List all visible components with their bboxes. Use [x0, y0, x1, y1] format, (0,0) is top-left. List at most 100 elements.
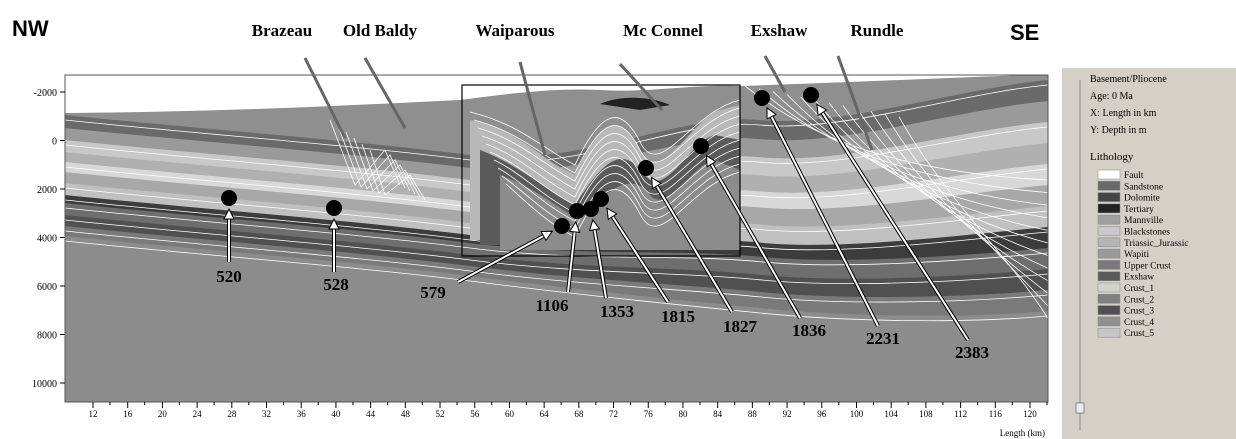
- well-label: 1836: [792, 321, 826, 340]
- page: NW SE -2000 0 2000 4000 6000 8000 10000 12 16 20 2…: [0, 0, 1236, 439]
- legend-info: Y: Depth in m: [1090, 125, 1147, 136]
- x-tick-label: 52: [436, 409, 445, 419]
- x-tick-label: 64: [540, 409, 550, 419]
- well-label: 2383: [955, 343, 989, 362]
- formation-label: Old Baldy: [343, 21, 418, 40]
- well-label: 1827: [723, 317, 758, 336]
- well-marker: [593, 191, 609, 207]
- legend-label: Sandstone: [1124, 182, 1163, 192]
- well-marker: [638, 160, 654, 176]
- x-tick-label: 20: [158, 409, 168, 419]
- legend-label: Blackstones: [1124, 228, 1170, 238]
- x-tick-label: 76: [644, 409, 654, 419]
- legend-swatch: [1098, 294, 1120, 303]
- formation-label: Mc Connel: [623, 21, 703, 40]
- legend-label: Upper Crust: [1124, 261, 1171, 271]
- x-tick-label: 84: [713, 409, 723, 419]
- legend-label: Tertiary: [1124, 205, 1154, 215]
- legend-info: X: Length in km: [1090, 108, 1157, 119]
- x-tick-label: 112: [954, 409, 967, 419]
- legend-label: Crust_2: [1124, 295, 1154, 305]
- legend-swatch: [1098, 328, 1120, 337]
- legend-label: Wapiti: [1124, 250, 1149, 260]
- y-tick-label: 2000: [37, 185, 57, 196]
- x-axis-label: Length (km): [1000, 428, 1045, 438]
- x-tick-label: 92: [783, 409, 792, 419]
- formation-label: Brazeau: [252, 21, 312, 40]
- well-label: 1815: [661, 307, 695, 326]
- direction-se: SE: [1010, 20, 1039, 45]
- x-tick-label: 12: [89, 409, 98, 419]
- legend-label: Triassic_Jurassic: [1124, 239, 1189, 249]
- x-tick-label: 108: [919, 409, 933, 419]
- legend-label: Crust_1: [1124, 284, 1154, 294]
- legend-label: Crust_5: [1124, 329, 1154, 339]
- x-tick-label: 116: [989, 409, 1003, 419]
- formation-label: Waiparous: [475, 21, 554, 40]
- legend-swatch: [1098, 204, 1120, 213]
- y-tick-label: 10000: [32, 379, 57, 390]
- formation-label: Rundle: [851, 21, 904, 40]
- legend-label: Dolomite: [1124, 194, 1160, 204]
- y-tick-label: 8000: [37, 331, 57, 342]
- y-tick-label: 4000: [37, 234, 57, 245]
- x-tick-label: 120: [1023, 409, 1037, 419]
- legend-label: Crust_3: [1124, 307, 1154, 317]
- x-tick-label: 100: [850, 409, 864, 419]
- well-label: 1106: [535, 296, 568, 315]
- well-marker: [693, 138, 709, 154]
- well-marker: [569, 203, 585, 219]
- legend-label: Mannville: [1124, 216, 1163, 226]
- legend-swatch: [1098, 249, 1120, 258]
- well-label: 520: [216, 267, 242, 286]
- legend-swatch: [1098, 317, 1120, 326]
- x-tick-label: 104: [884, 409, 898, 419]
- y-tick-label: -2000: [34, 88, 57, 99]
- legend-swatch: [1098, 283, 1120, 292]
- legend-swatch: [1098, 170, 1120, 179]
- well-marker: [326, 200, 342, 216]
- legend-title: Lithology: [1090, 151, 1134, 163]
- direction-nw: NW: [12, 16, 49, 41]
- well-marker: [754, 90, 770, 106]
- x-tick-label: 60: [505, 409, 515, 419]
- slider-thumb[interactable]: [1076, 403, 1084, 413]
- cross-section-figure: NW SE -2000 0 2000 4000 6000 8000 10000 12 16 20 2…: [0, 0, 1236, 439]
- legend-info: Basement/Pliocene: [1090, 74, 1167, 85]
- x-tick-label: 80: [678, 409, 688, 419]
- y-tick-label: 0: [52, 137, 57, 148]
- legend-swatch: [1098, 260, 1120, 269]
- formation-label: Exshaw: [751, 21, 808, 40]
- legend-swatch: [1098, 272, 1120, 281]
- legend-label: Crust_4: [1124, 318, 1154, 328]
- well-label: 1353: [600, 302, 634, 321]
- well-marker: [221, 190, 237, 206]
- well-marker: [554, 218, 570, 234]
- x-tick-label: 44: [366, 409, 376, 419]
- legend-swatch: [1098, 238, 1120, 247]
- legend-swatch: [1098, 227, 1120, 236]
- x-tick-label: 88: [748, 409, 758, 419]
- legend-swatch: [1098, 306, 1120, 315]
- x-tick-label: 32: [262, 409, 271, 419]
- legend-label: Fault: [1124, 171, 1144, 181]
- x-tick-label: 28: [227, 409, 237, 419]
- well-label: 2231: [866, 329, 900, 348]
- legend-swatch: [1098, 181, 1120, 190]
- well-marker: [803, 87, 819, 103]
- x-tick-label: 36: [297, 409, 307, 419]
- x-tick-label: 68: [574, 409, 584, 419]
- x-tick-label: 48: [401, 409, 411, 419]
- legend-swatch: [1098, 215, 1120, 224]
- y-tick-label: 6000: [37, 282, 57, 293]
- x-tick-label: 56: [470, 409, 480, 419]
- x-tick-label: 16: [123, 409, 133, 419]
- x-tick-label: 40: [331, 409, 341, 419]
- x-tick-label: 96: [817, 409, 827, 419]
- x-tick-label: 72: [609, 409, 618, 419]
- x-tick-label: 24: [193, 409, 203, 419]
- legend-label: Exshaw: [1124, 273, 1154, 283]
- legend-info: Age: 0 Ma: [1090, 91, 1133, 102]
- legend-swatch: [1098, 193, 1120, 202]
- well-label: 579: [420, 283, 446, 302]
